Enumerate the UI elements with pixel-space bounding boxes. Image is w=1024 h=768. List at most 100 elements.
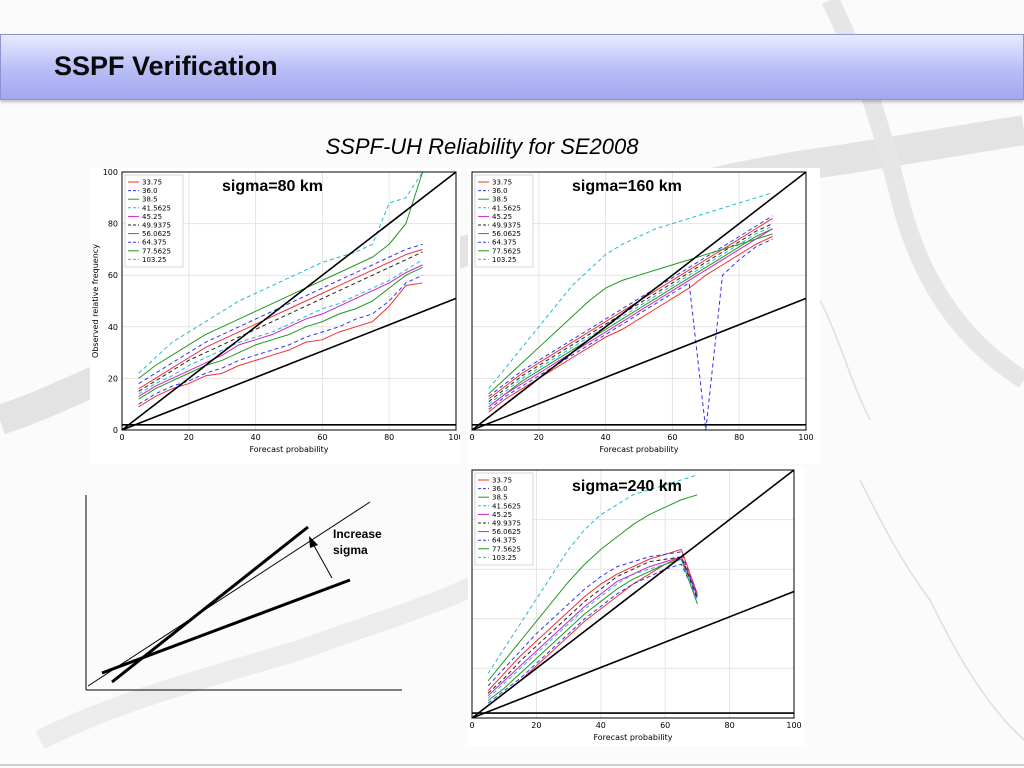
series-line-45-25 bbox=[138, 264, 423, 397]
y-tick-label: 40 bbox=[108, 323, 118, 332]
x-tick-label: 40 bbox=[601, 433, 611, 442]
x-tick-label: 80 bbox=[734, 433, 744, 442]
x-tick-label: 40 bbox=[596, 721, 606, 730]
y-tick-label: 20 bbox=[108, 374, 118, 383]
legend-label: 33.75 bbox=[492, 179, 512, 187]
x-axis-label: Forecast probability bbox=[593, 733, 672, 742]
reference-line-no-skill bbox=[472, 590, 794, 718]
series-line-36-0 bbox=[488, 238, 773, 430]
schematic-annotation-line2: sigma bbox=[333, 543, 368, 557]
legend-label: 33.75 bbox=[142, 179, 162, 187]
legend-label: 64.375 bbox=[492, 239, 517, 247]
legend-label: 36.0 bbox=[492, 187, 508, 195]
series-line-41-5625 bbox=[138, 259, 423, 395]
series-line-36-0 bbox=[138, 274, 423, 405]
legend-label: 77.5625 bbox=[142, 247, 171, 255]
series-line-56-0625 bbox=[487, 548, 698, 692]
chart-panel-sigma-240: 0 20 40 60 80 100 Forecast probability 33.75 36.… bbox=[468, 466, 804, 746]
legend-label: 41.5625 bbox=[492, 502, 521, 510]
series-line-49-9375 bbox=[487, 556, 698, 694]
y-tick-label: 60 bbox=[108, 271, 118, 280]
x-tick-label: 0 bbox=[119, 433, 124, 442]
legend-label: 64.375 bbox=[142, 239, 167, 247]
reference-line-no-skill bbox=[472, 297, 806, 430]
sigma-schematic-diagram: Increase sigma bbox=[85, 495, 402, 691]
x-tick-label: 80 bbox=[725, 721, 735, 730]
legend: 33.7536.038.541.562545.2549.937556.06256… bbox=[474, 472, 534, 566]
x-tick-label: 20 bbox=[534, 433, 544, 442]
x-tick-label: 100 bbox=[786, 721, 801, 730]
legend-label: 77.5625 bbox=[492, 247, 521, 255]
series-line-103-25 bbox=[487, 474, 698, 674]
legend-label: 103.25 bbox=[142, 256, 167, 264]
series-line-49-9375 bbox=[138, 251, 423, 392]
series-line-33-75 bbox=[138, 282, 423, 408]
chart-panel-sigma-80: 0 20 40 60 80 100 0 20 40 60 80 100 Forecast probabi… bbox=[90, 168, 460, 464]
legend-label: 36.0 bbox=[142, 187, 158, 195]
series-line-77-5625 bbox=[488, 233, 773, 395]
legend: 33.7536.038.541.562545.2549.937556.06256… bbox=[474, 174, 534, 268]
x-tick-label: 60 bbox=[660, 721, 670, 730]
slide-header: SSPF Verification bbox=[0, 34, 1024, 100]
series-line-56-0625 bbox=[138, 248, 423, 390]
chart-title-sigma-80: sigma=80 km bbox=[222, 178, 323, 195]
series-line-103-25 bbox=[138, 172, 424, 374]
legend-label: 103.25 bbox=[492, 256, 517, 264]
slide-title: SSPF Verification bbox=[54, 51, 278, 81]
series-line-41-5625 bbox=[488, 225, 773, 405]
legend-label: 103.25 bbox=[492, 554, 517, 562]
x-axis-label: Forecast probability bbox=[249, 445, 328, 454]
series-line-49-9375 bbox=[488, 223, 773, 403]
series-line-38-5 bbox=[488, 228, 773, 408]
chart-title-sigma-240: sigma=240 km bbox=[572, 478, 682, 495]
legend-label: 38.5 bbox=[492, 196, 508, 204]
legend-label: 33.75 bbox=[492, 477, 512, 485]
y-axis-label: Observed relative frequency bbox=[91, 244, 100, 358]
y-tick-label: 0 bbox=[113, 426, 118, 435]
series-line-77-5625 bbox=[138, 172, 424, 379]
legend-label: 49.9375 bbox=[142, 222, 171, 230]
series-line-45-25 bbox=[487, 556, 698, 697]
plot-frame bbox=[471, 469, 795, 719]
legend-label: 45.25 bbox=[492, 511, 512, 519]
plot-frame bbox=[121, 171, 457, 431]
reliability-chart-sigma-240: 0 20 40 60 80 100 Forecast probability 33.7536.… bbox=[469, 469, 802, 742]
plot-frame bbox=[471, 171, 807, 431]
legend-label: 56.0625 bbox=[492, 528, 521, 536]
schematic-reference-line bbox=[87, 501, 371, 687]
x-tick-label: 20 bbox=[531, 721, 541, 730]
schematic-shallow-line bbox=[101, 578, 351, 675]
reference-line-perfect bbox=[472, 172, 806, 430]
x-tick-label: 100 bbox=[448, 433, 460, 442]
x-tick-label: 0 bbox=[469, 721, 474, 730]
reliability-chart-sigma-80: 0 20 40 60 80 100 0 20 40 60 80 100 Forecast probabi… bbox=[91, 168, 460, 454]
x-tick-label: 0 bbox=[469, 433, 474, 442]
chart-panel-sigma-160: 0 20 40 60 80 100 Forecast probability 33.75 36.… bbox=[468, 168, 820, 464]
slide-subtitle: SSPF-UH Reliability for SE2008 bbox=[0, 134, 1024, 160]
reference-line-perfect bbox=[472, 470, 794, 718]
series-line-38-5 bbox=[138, 267, 423, 400]
reference-line-perfect bbox=[122, 172, 456, 430]
x-tick-label: 40 bbox=[251, 433, 261, 442]
legend-label: 64.375 bbox=[492, 537, 517, 545]
legend: 33.7536.038.541.562545.2549.937556.06256… bbox=[124, 174, 184, 268]
series-line-77-5625 bbox=[487, 494, 698, 682]
x-tick-label: 100 bbox=[798, 433, 813, 442]
legend-label: 38.5 bbox=[142, 196, 158, 204]
footer-rule bbox=[0, 764, 1024, 766]
schematic-arrow-head bbox=[309, 536, 318, 548]
legend-label: 41.5625 bbox=[492, 204, 521, 212]
schematic-arrow-shaft bbox=[311, 541, 333, 579]
legend-label: 49.9375 bbox=[492, 520, 521, 528]
series-line-56-0625 bbox=[488, 218, 773, 400]
legend-label: 56.0625 bbox=[492, 230, 521, 238]
x-tick-label: 60 bbox=[667, 433, 677, 442]
legend-label: 45.25 bbox=[142, 213, 162, 221]
legend-label: 49.9375 bbox=[492, 222, 521, 230]
y-tick-label: 80 bbox=[108, 220, 118, 229]
schematic-annotation-line1: Increase bbox=[333, 527, 382, 541]
x-tick-label: 60 bbox=[317, 433, 327, 442]
legend-label: 77.5625 bbox=[492, 545, 521, 553]
legend-label: 56.0625 bbox=[142, 230, 171, 238]
series-line-33-75 bbox=[487, 556, 698, 706]
